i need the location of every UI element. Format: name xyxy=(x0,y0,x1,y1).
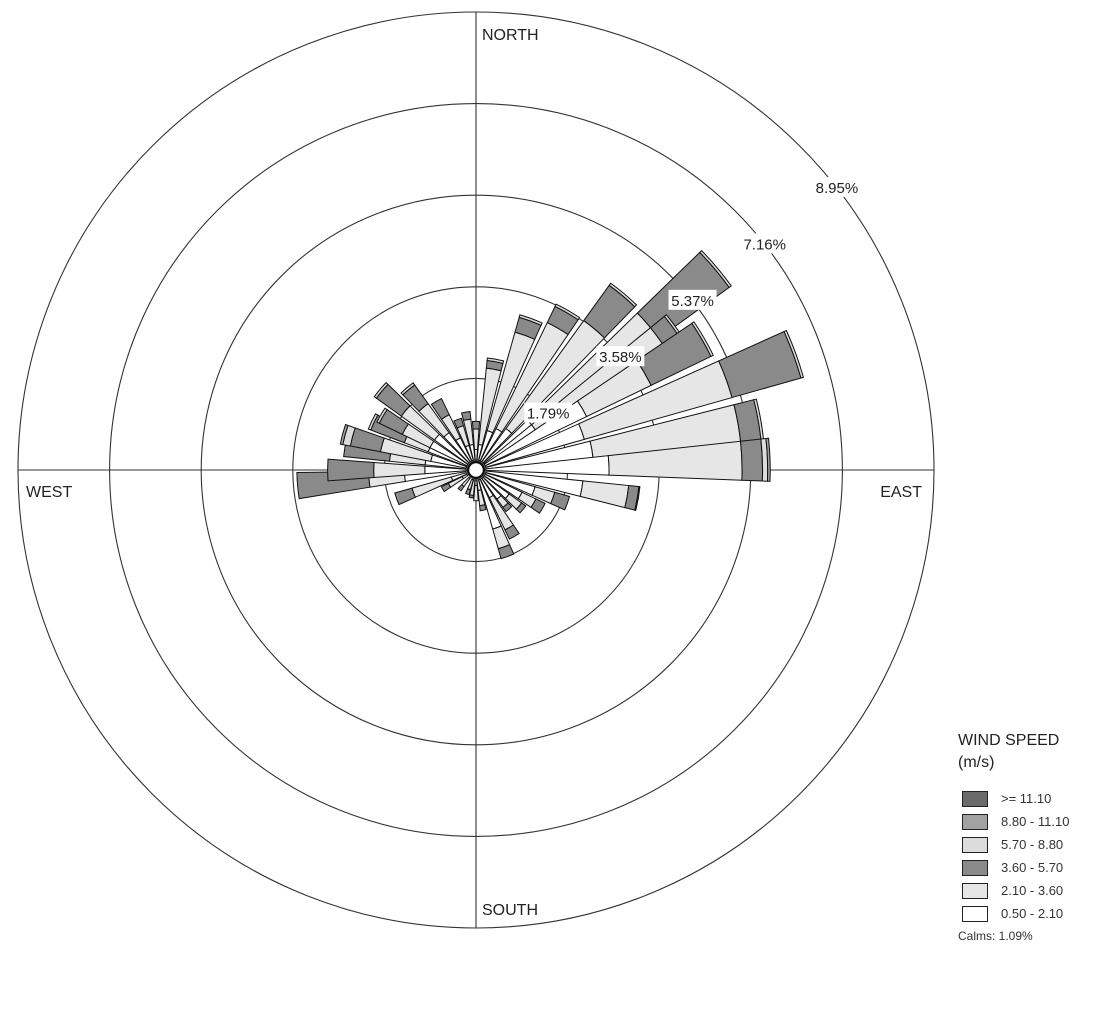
legend-swatch xyxy=(962,860,988,876)
sector-7-bin-3 xyxy=(691,321,714,358)
sector-31-bin-3 xyxy=(373,381,389,399)
west-label: WEST xyxy=(26,484,72,501)
sector-30-bin-3 xyxy=(376,407,388,424)
south-label: SOUTH xyxy=(482,902,538,919)
ring-label-3: 5.37% xyxy=(671,293,714,310)
sector-3-bin-3 xyxy=(554,303,581,321)
sector-34-bin-2 xyxy=(453,417,465,429)
ring-label-5: 8.95% xyxy=(816,180,859,197)
east-label: EAST xyxy=(880,484,922,501)
sector-35-bin-2 xyxy=(460,410,472,421)
legend-item: 8.80 - 11.10 xyxy=(958,811,1108,834)
legend-label: 3.60 - 5.70 xyxy=(1001,860,1064,875)
legend-label: 8.80 - 11.10 xyxy=(1001,814,1070,829)
legend-swatch xyxy=(962,883,988,899)
legend-label: >= 11.10 xyxy=(1001,791,1052,806)
sector-2-bin-3 xyxy=(518,314,543,326)
legend-swatch xyxy=(962,791,988,807)
sector-5-bin-3 xyxy=(699,249,732,289)
sector-29-bin-3 xyxy=(367,413,379,431)
legend-item: 0.50 - 2.10 xyxy=(958,903,1108,926)
north-label: NORTH xyxy=(482,27,539,44)
center-calm-circle xyxy=(466,460,486,480)
legend-swatch xyxy=(962,906,988,922)
sector-12-bin-2 xyxy=(550,491,571,511)
sector-22-bin-2 xyxy=(457,483,465,492)
ring-label-4: 7.16% xyxy=(743,236,786,253)
sector-0-bin-2 xyxy=(471,420,481,430)
sector-1-bin-3 xyxy=(486,357,505,364)
wind-rose-chart: 1.79% 3.58% 5.37% 7.16% 8.95% NORTH SOUTH EAST… xyxy=(17,11,935,929)
sector-26-bin-2 xyxy=(327,458,375,482)
sector-17-bin-2 xyxy=(497,544,515,560)
sector-18-bin-2 xyxy=(479,504,487,512)
sector-28-bin-4 xyxy=(339,423,349,446)
ring-label-bg-1 xyxy=(524,402,573,423)
legend-label: 5.70 - 8.80 xyxy=(1001,837,1064,852)
legend-item: >= 11.10 xyxy=(958,788,1108,811)
compass-labels: NORTH SOUTH EAST WEST xyxy=(26,27,922,919)
ring-labels: 1.79% 3.58% 5.37% 7.16% 8.95% xyxy=(524,177,861,423)
legend-item: 5.70 - 8.80 xyxy=(958,834,1108,857)
sector-10-bin-2 xyxy=(739,438,764,482)
legend-item: 3.60 - 5.70 xyxy=(958,857,1108,880)
legend-title: WIND SPEED xyxy=(958,732,1060,749)
sector-20-bin-2 xyxy=(468,494,474,499)
sector-15-bin-2 xyxy=(502,502,513,513)
sector-33-bin-2 xyxy=(430,397,450,420)
calms-label: Calms: 1.09% xyxy=(958,929,1033,943)
sector-14-bin-2 xyxy=(515,502,527,514)
ring-label-bg-4 xyxy=(740,233,789,254)
legend: WIND SPEED (m/s) >= 11.10 8.80 - 11.10 5.7… xyxy=(958,730,1108,949)
sector-11-bin-3 xyxy=(634,485,641,512)
legend-label: 0.50 - 2.10 xyxy=(1001,906,1064,921)
legend-swatch xyxy=(962,814,988,830)
legend-label: 2.10 - 3.60 xyxy=(1001,883,1064,898)
sector-10-bin-4 xyxy=(765,437,771,482)
ring-label-bg-5 xyxy=(812,177,861,198)
legend-swatch xyxy=(962,837,988,853)
ring-label-1: 1.79% xyxy=(527,406,570,423)
sector-13-bin-2 xyxy=(530,498,546,514)
legend-items: >= 11.10 8.80 - 11.10 5.70 - 8.80 3.60 - 5.… xyxy=(958,788,1108,926)
legend-item: 2.10 - 3.60 xyxy=(958,880,1108,903)
sector-23-bin-2 xyxy=(440,482,452,493)
ring-label-bg-2 xyxy=(596,346,645,367)
sector-21-bin-2 xyxy=(464,488,472,496)
sector-16-bin-2 xyxy=(504,524,520,540)
legend-unit: (m/s) xyxy=(958,754,995,771)
sector-19-bin-1 xyxy=(473,484,479,502)
ring-label-2: 3.58% xyxy=(599,349,642,366)
ring-label-bg-3 xyxy=(668,289,717,310)
legend-calms-row: Calms: 1.09% xyxy=(958,926,1108,949)
sector-bars xyxy=(296,249,805,560)
sector-4-bin-3 xyxy=(608,282,638,308)
sector-32-bin-3 xyxy=(400,382,416,396)
sector-8-bin-3 xyxy=(783,329,805,379)
sector-11-bin-1 xyxy=(579,480,630,509)
sector-24-bin-2 xyxy=(394,487,416,506)
